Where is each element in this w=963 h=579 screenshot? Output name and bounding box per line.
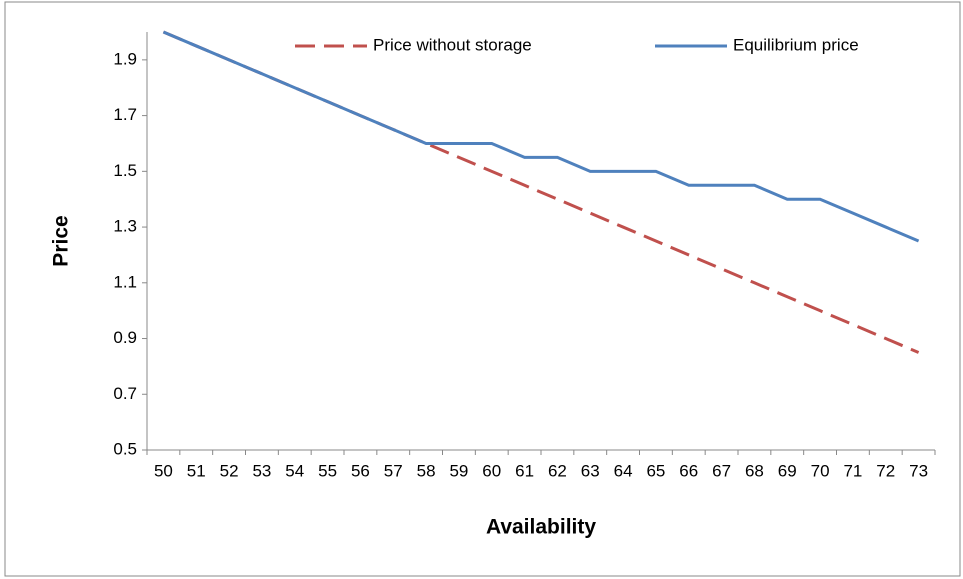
x-tick-label: 52 <box>220 461 239 480</box>
x-tick-label: 71 <box>843 461 862 480</box>
y-tick-label: 1.9 <box>113 49 137 68</box>
x-tick-label: 60 <box>482 461 501 480</box>
y-tick-label: 1.7 <box>113 105 137 124</box>
x-tick-label: 70 <box>811 461 830 480</box>
x-tick-label: 62 <box>548 461 567 480</box>
x-tick-label: 56 <box>351 461 370 480</box>
y-tick-label: 0.9 <box>113 328 137 347</box>
x-tick-label: 55 <box>318 461 337 480</box>
legend-label: Equilibrium price <box>733 35 859 54</box>
x-tick-label: 54 <box>285 461 304 480</box>
line-series <box>162 30 920 354</box>
y-tick-label: 1.3 <box>113 217 137 236</box>
x-axis-title: Availability <box>486 516 596 539</box>
y-tick-label: 0.7 <box>113 384 137 403</box>
y-tick-label: 0.5 <box>113 439 137 458</box>
x-tick-label: 57 <box>384 461 403 480</box>
x-tick-label: 65 <box>646 461 665 480</box>
x-tick-label: 50 <box>154 461 173 480</box>
x-tick-label: 67 <box>712 461 731 480</box>
y-tick-label: 1.1 <box>113 272 137 291</box>
x-tick-label: 64 <box>614 461 633 480</box>
x-tick-label: 69 <box>778 461 797 480</box>
x-tick-label: 53 <box>252 461 271 480</box>
legend-label: Price without storage <box>373 35 532 54</box>
chart-frame <box>4 1 961 577</box>
x-tick-label: 59 <box>449 461 468 480</box>
x-tick-label: 73 <box>909 461 928 480</box>
x-tick-label: 68 <box>745 461 764 480</box>
x-tick-label: 63 <box>581 461 600 480</box>
x-tick-label: 72 <box>876 461 895 480</box>
line-series <box>162 30 920 243</box>
y-tick-label: 1.5 <box>113 161 137 180</box>
x-tick-label: 51 <box>187 461 206 480</box>
x-tick-label: 66 <box>679 461 698 480</box>
y-axis-title: Price <box>50 215 73 266</box>
x-tick-label: 61 <box>515 461 534 480</box>
x-tick-label: 58 <box>417 461 436 480</box>
